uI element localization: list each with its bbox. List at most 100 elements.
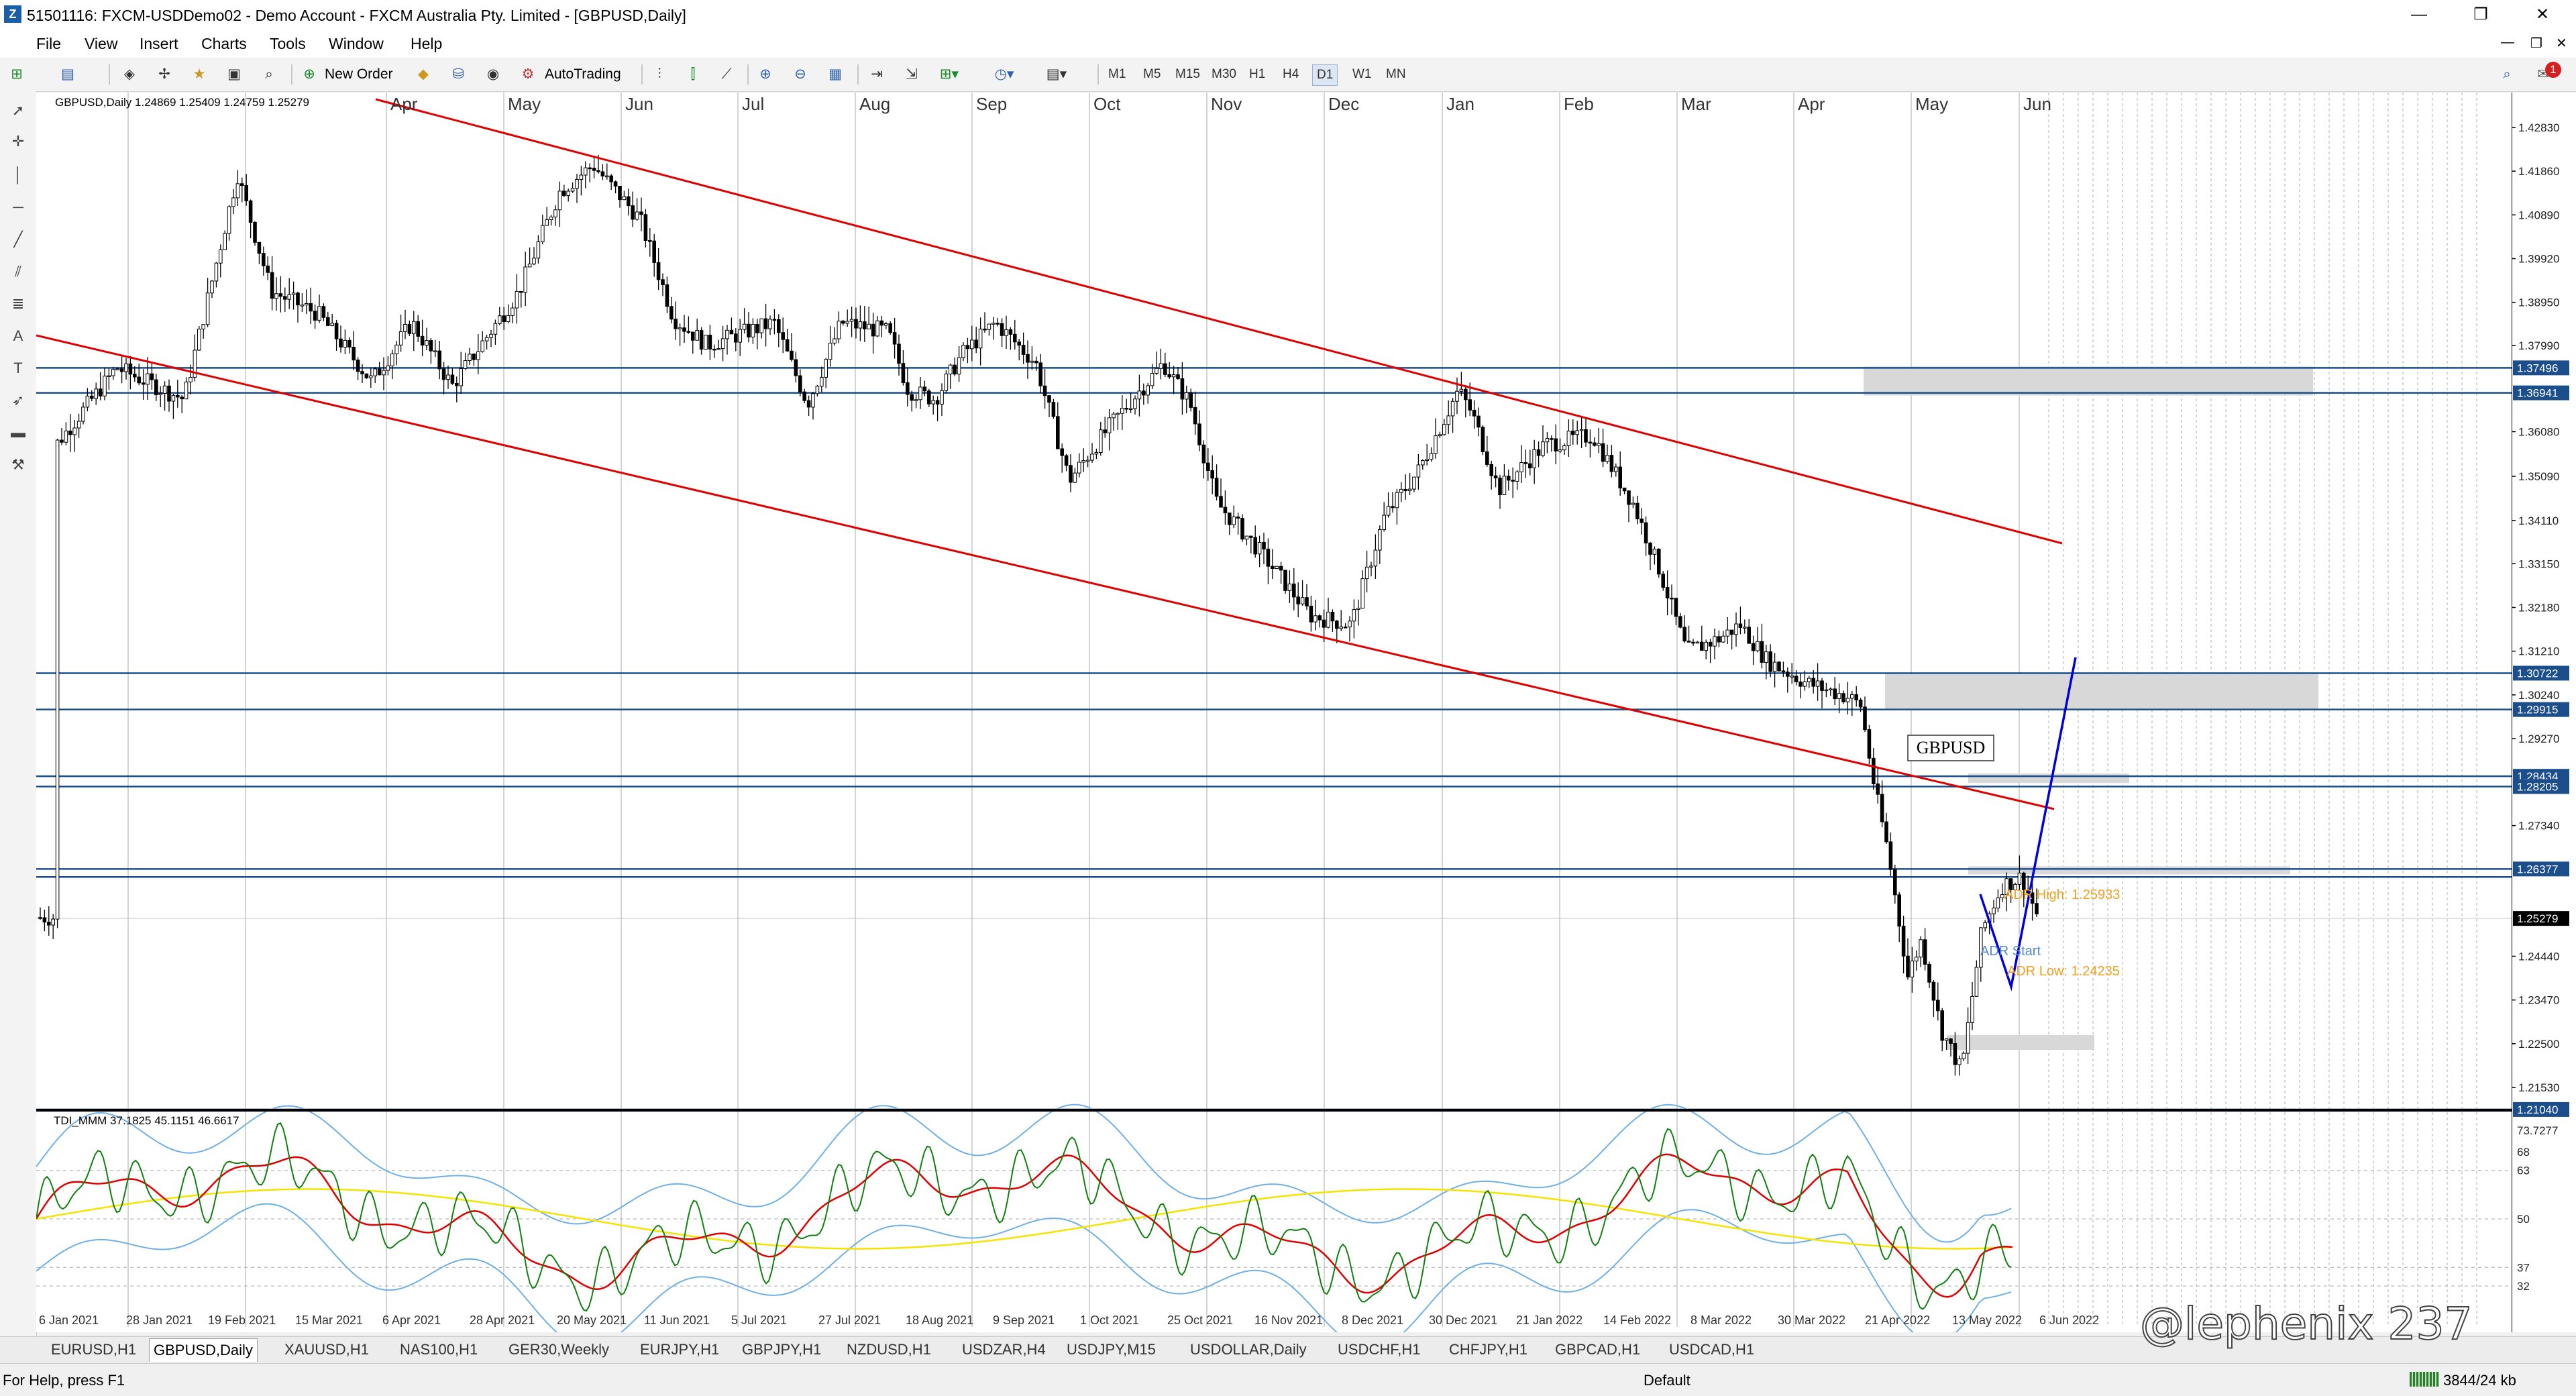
data-window-icon[interactable]: ✢ [158,66,170,82]
minimize-button[interactable]: — [2411,5,2427,23]
status-help: For Help, press F1 [3,1372,125,1389]
candlestick [794,352,798,383]
tf-m30[interactable]: M30 [1212,67,1236,81]
close-button[interactable]: ✕ [2535,5,2550,23]
gann-icon[interactable]: ⚒ [11,456,25,473]
candlestick [922,380,927,396]
candlestick [1193,391,1197,435]
chart-minimize-icon[interactable]: — [2501,35,2514,50]
chart-tab[interactable]: USDJPY,M15 [1067,1341,1156,1358]
market-icon[interactable]: ◉ [486,66,500,82]
line-chart-icon[interactable]: ⟋ [721,66,732,82]
auto-scroll-icon[interactable]: ⇲ [906,66,918,82]
terminal-icon[interactable]: ▣ [227,66,241,82]
menu-charts[interactable]: Charts [201,35,247,52]
menu-help[interactable]: Help [411,35,443,52]
chart-tab[interactable]: GBPUSD,Daily [149,1338,258,1362]
candlestick [1107,409,1112,451]
horizontal-line-icon[interactable]: ─ [13,199,23,215]
autotrading-button[interactable]: AutoTrading [545,66,621,82]
search-icon[interactable]: ⌕ [2503,66,2511,82]
candlestick [940,383,944,417]
new-chart-icon[interactable]: ⊞ [11,66,23,82]
text-tool-icon[interactable]: A [13,327,23,344]
autotrading-icon[interactable]: ⚙ [521,66,535,82]
profiles-icon[interactable]: ▤ [61,66,74,82]
chart-tab[interactable]: GBPCAD,H1 [1555,1341,1641,1358]
candlestick [1794,669,1799,686]
price-tick-label: 1.34110 [2518,515,2559,527]
chart-tab[interactable]: USDCHF,H1 [1338,1341,1421,1358]
watermark: @lephenix 237 [2139,1297,2473,1350]
periods-icon[interactable]: ◷▾ [994,66,1014,82]
chart-restore-icon[interactable]: ❐ [2530,36,2542,51]
candlestick [562,184,566,197]
chart-shift-icon[interactable]: ⇥ [871,66,883,82]
price-tick-label: 1.21530 [2518,1081,2559,1094]
chart-close-icon[interactable]: ✕ [2556,36,2567,51]
tf-h1[interactable]: H1 [1249,67,1266,81]
menu-insert[interactable]: Insert [140,35,178,52]
candlestick [1609,445,1614,478]
zoom-in-icon[interactable]: ⊕ [759,66,771,82]
templates-icon[interactable]: ▤▾ [1046,66,1067,82]
candlestick-icon[interactable]: ⫿ [690,66,696,82]
candlestick [201,324,205,339]
tf-m1[interactable]: M1 [1108,67,1126,81]
menu-view[interactable]: View [85,35,118,52]
connection-bars-icon [2410,1372,2439,1387]
crosshair-icon[interactable]: ✛ [11,133,25,150]
strategy-tester-icon[interactable]: ⌕ [265,66,273,82]
navigator-icon[interactable]: ★ [193,66,206,82]
new-order-button[interactable]: New Order [325,66,393,82]
candlestick [326,311,330,326]
text-label-icon[interactable]: T [13,360,23,376]
chart-tab[interactable]: XAUUSD,H1 [284,1341,369,1358]
chart-tab[interactable]: CHFJPY,H1 [1449,1341,1527,1358]
candlestick [1979,927,1983,982]
tf-d1[interactable]: D1 [1312,64,1338,86]
chart-tab[interactable]: USDCAD,H1 [1669,1341,1755,1358]
channel-icon[interactable]: ⫽ [15,263,21,280]
zoom-out-icon[interactable]: ⊖ [794,66,806,82]
chart-tab[interactable]: GBPJPY,H1 [742,1341,822,1358]
signals-icon[interactable]: ⛁ [452,66,464,82]
candlestick [1901,915,1906,974]
tf-h4[interactable]: H4 [1283,67,1299,81]
metaeditor-icon[interactable]: ◆ [417,66,429,82]
tile-windows-icon[interactable]: ▦ [828,66,842,82]
fibonacci-icon[interactable]: ≣ [11,295,25,312]
chart-tab[interactable]: USDOLLAR,Daily [1190,1341,1307,1358]
restore-button[interactable]: ❐ [2473,5,2488,23]
chart-tab[interactable]: NAS100,H1 [400,1341,478,1358]
cursor-icon[interactable]: ➚ [11,102,25,119]
tf-mn[interactable]: MN [1386,67,1406,81]
candlestick [1927,961,1931,989]
bar-chart-icon[interactable]: ⫶ [657,66,661,82]
chart-tab[interactable]: EURJPY,H1 [640,1341,720,1358]
tf-m5[interactable]: M5 [1143,67,1161,81]
candlestick [566,189,571,202]
rectangle-icon[interactable]: ▬ [11,424,25,441]
trendline-icon[interactable]: ╱ [13,231,23,248]
menu-window[interactable]: Window [329,35,384,52]
market-watch-icon[interactable]: ◈ [123,66,136,82]
price-axis[interactable]: 1.42830 1.41860 1.40890 1.39920 1.38950 1.379… [2512,93,2576,1332]
price-chart[interactable]: ADR High: 1.25933 ADR Start ADR Low: 1.242… [36,93,2532,1332]
arrows-icon[interactable]: ➶ [11,392,25,409]
month-label: Jun [625,94,653,114]
candlestick [837,311,841,343]
chart-tab[interactable]: GER30,Weekly [508,1341,609,1358]
vertical-line-icon[interactable]: │ [13,166,23,183]
candlestick [1326,597,1330,629]
chart-tab[interactable]: EURUSD,H1 [51,1341,137,1358]
indicators-icon[interactable]: ⊞▾ [939,66,959,82]
chart-tab[interactable]: USDZAR,H4 [962,1341,1046,1358]
tf-w1[interactable]: W1 [1352,67,1372,81]
chart-tab[interactable]: NZDUSD,H1 [847,1341,931,1358]
new-order-icon[interactable]: ⊕ [303,66,315,82]
tf-m15[interactable]: M15 [1175,67,1200,81]
menu-file[interactable]: File [36,35,62,52]
date-label: 21 Jan 2022 [1516,1313,1582,1327]
menu-tools[interactable]: Tools [270,35,306,52]
